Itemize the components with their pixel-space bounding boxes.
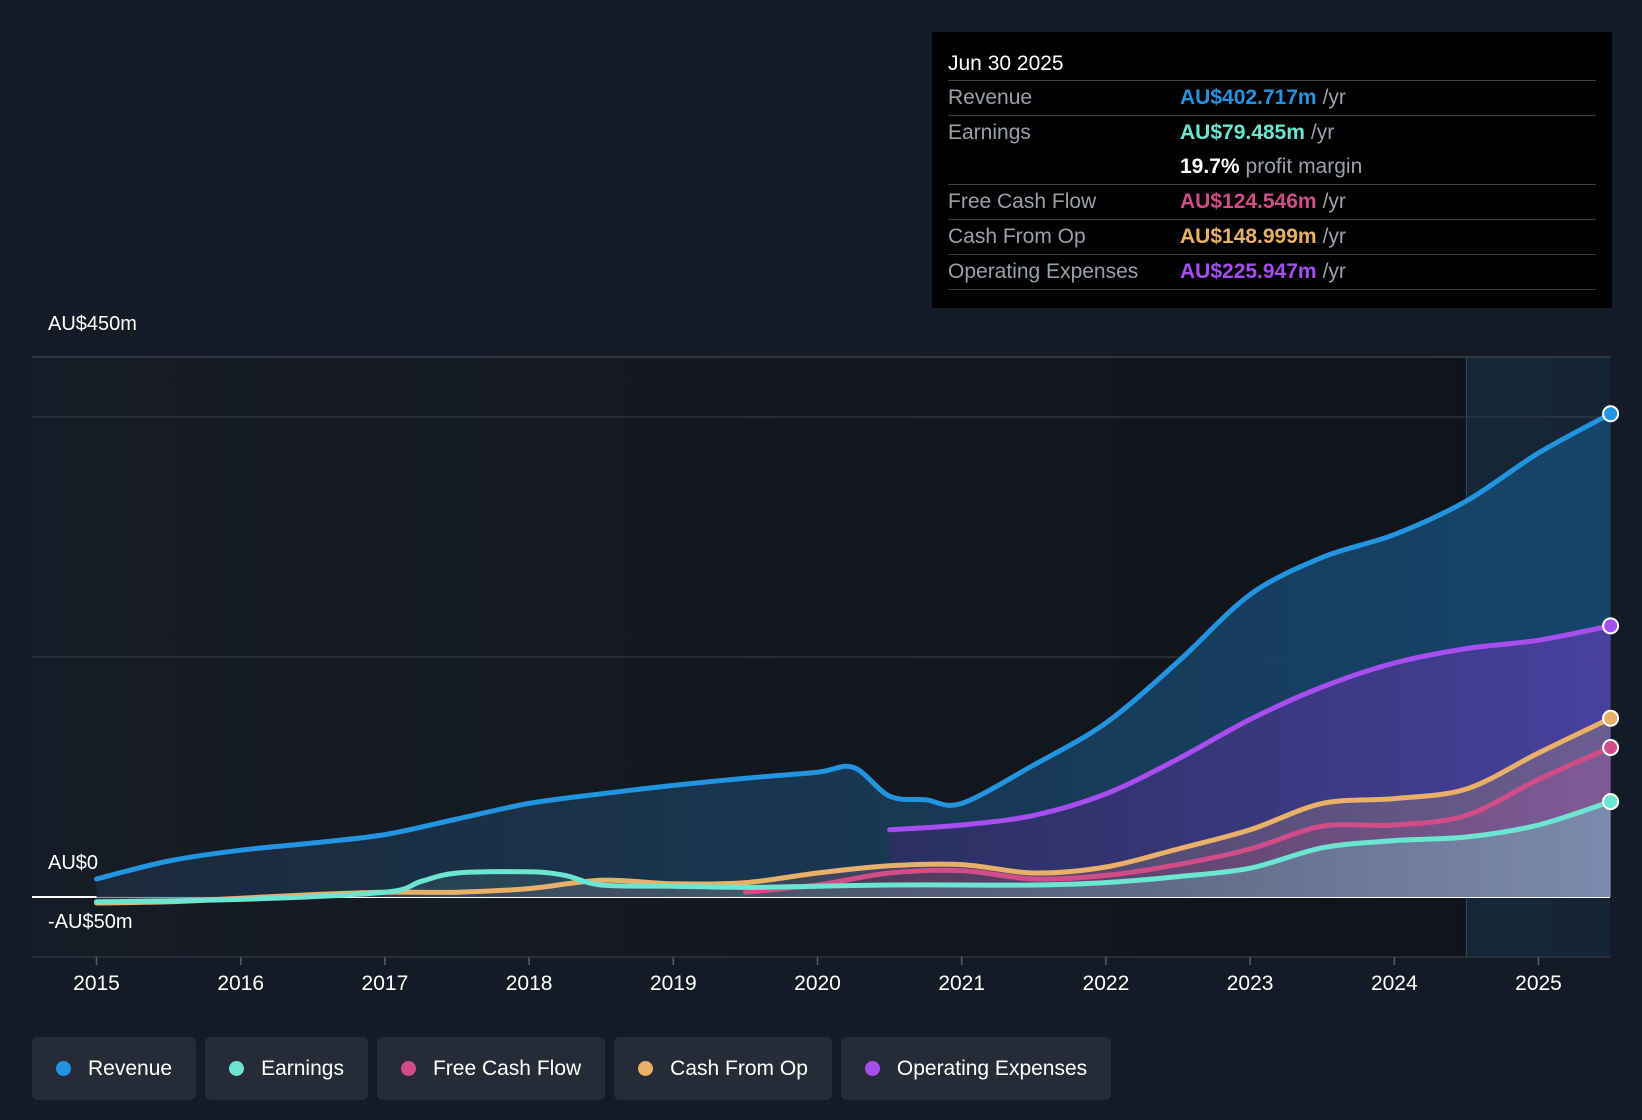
tooltip-row-profit-margin: 19.7% profit margin: [948, 150, 1596, 184]
y-axis-label: AU$0: [48, 852, 98, 874]
legend-item-operating-expenses[interactable]: Operating Expenses: [840, 1037, 1112, 1100]
legend-label: Earnings: [261, 1056, 344, 1080]
tooltip-value: AU$148.999m: [1180, 225, 1317, 248]
tooltip-label: Operating Expenses: [948, 260, 1139, 283]
free-cash-flow-line: [742, 745, 1614, 895]
tooltip-label: Earnings: [948, 121, 1031, 144]
legend: Revenue Earnings Free Cash Flow Cash Fro…: [32, 1037, 1112, 1100]
tooltip-label: Cash From Op: [948, 225, 1086, 248]
tooltip: Jun 30 2025 Revenue AU$402.717m /yr Earn…: [932, 32, 1612, 308]
tooltip-row-earnings: Earnings AU$79.485m /yr: [948, 115, 1596, 150]
earnings-end-point: [1602, 793, 1620, 811]
revenue-line: [94, 411, 1614, 882]
tooltip-row-revenue: Revenue AU$402.717m /yr: [948, 80, 1596, 115]
operating-expenses-end-point: [1602, 617, 1620, 635]
tooltip-label: Revenue: [948, 86, 1033, 109]
legend-dot-icon: [864, 1061, 880, 1076]
tooltip-label: Free Cash Flow: [948, 190, 1097, 213]
x-tick-label: 2018: [506, 972, 553, 995]
x-tick-label: 2015: [73, 972, 120, 995]
revenue-end-point: [1602, 405, 1620, 423]
tooltip-unit: /yr: [1310, 121, 1335, 144]
profit-margin-text: profit margin: [1245, 155, 1363, 178]
legend-label: Revenue: [88, 1056, 173, 1080]
tooltip-unit: /yr: [1322, 260, 1346, 283]
x-tick-label: 2019: [650, 972, 697, 995]
operating-expenses-line: [887, 623, 1614, 833]
legend-dot-icon: [638, 1061, 654, 1076]
free-cash-flow-end-point: [1602, 739, 1620, 757]
profit-margin-value: 19.7%: [1180, 155, 1240, 178]
y-axis-label: AU$450m: [48, 313, 137, 335]
earnings-area: [96, 801, 1611, 902]
x-tick-label: 2024: [1371, 972, 1418, 995]
legend-item-cash-from-op[interactable]: Cash From Op: [614, 1037, 832, 1100]
x-tick-label: 2021: [938, 972, 985, 995]
legend-dot-icon: [56, 1061, 71, 1076]
x-tick-label: 2023: [1227, 972, 1274, 995]
tooltip-row-cash-from-op: Cash From Op AU$148.999m /yr: [948, 219, 1596, 254]
x-tick-label: 2017: [362, 972, 409, 995]
tooltip-value: AU$225.947m: [1180, 260, 1317, 283]
tooltip-row-operating-expenses: Operating Expenses AU$225.947m /yr: [948, 254, 1596, 290]
tooltip-unit: /yr: [1322, 86, 1346, 109]
legend-item-revenue[interactable]: Revenue: [32, 1037, 197, 1100]
legend-dot-icon: [400, 1061, 416, 1076]
legend-item-earnings[interactable]: Earnings: [205, 1037, 368, 1100]
legend-label: Operating Expenses: [896, 1056, 1088, 1080]
cash-from-op-end-point: [1602, 709, 1620, 727]
legend-dot-icon: [229, 1061, 245, 1076]
legend-label: Free Cash Flow: [432, 1056, 582, 1080]
x-tick-label: 2022: [1083, 972, 1130, 995]
y-axis-label: -AU$50m: [48, 911, 132, 933]
x-tick-label: 2025: [1515, 972, 1562, 995]
tooltip-value: AU$124.546m: [1180, 190, 1317, 213]
tooltip-unit: /yr: [1322, 190, 1346, 213]
earnings-line: [94, 799, 1614, 905]
legend-label: Cash From Op: [670, 1056, 808, 1080]
tooltip-unit: /yr: [1322, 225, 1346, 248]
legend-item-free-cash-flow[interactable]: Free Cash Flow: [376, 1037, 606, 1100]
tooltip-row-free-cash-flow: Free Cash Flow AU$124.546m /yr: [948, 184, 1596, 219]
tooltip-value: AU$79.485m: [1180, 121, 1305, 144]
x-tick-label: 2016: [217, 972, 264, 995]
tooltip-date: Jun 30 2025: [948, 52, 1064, 75]
x-tick-label: 2020: [794, 972, 841, 995]
tooltip-value: AU$402.717m: [1180, 86, 1317, 109]
chart: AU$450m AU$0 -AU$50m 2015 2016 2017 2018 2019 20…: [32, 313, 1620, 995]
